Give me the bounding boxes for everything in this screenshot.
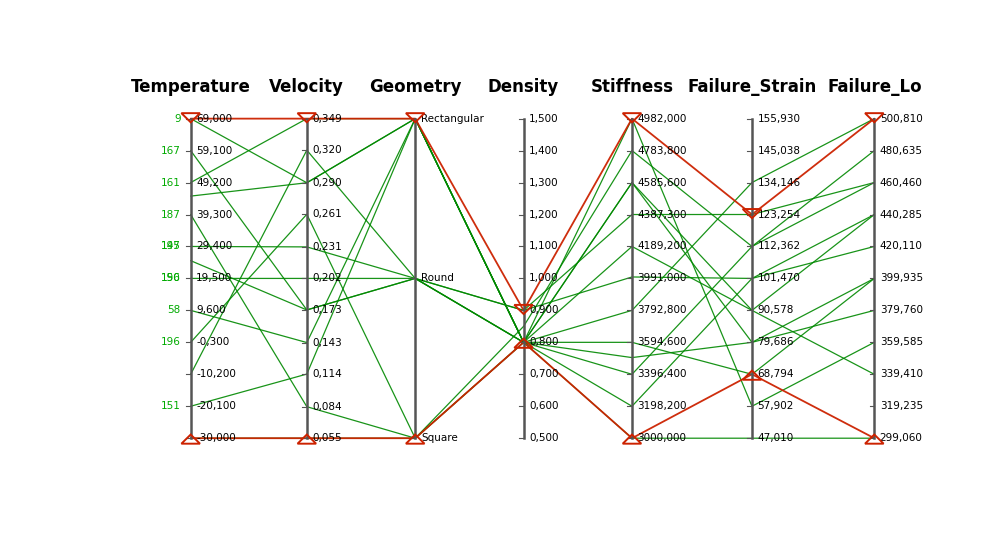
Text: 69,000: 69,000: [196, 114, 232, 123]
Text: -20,100: -20,100: [196, 401, 236, 411]
Text: 3198,200: 3198,200: [637, 401, 687, 411]
Text: Geometry: Geometry: [369, 78, 462, 96]
Text: 339,410: 339,410: [880, 369, 923, 379]
Text: 1,500: 1,500: [529, 114, 558, 123]
Text: 195: 195: [161, 241, 181, 252]
Text: 29,400: 29,400: [196, 241, 233, 252]
Text: 420,110: 420,110: [880, 241, 923, 252]
Text: 68,794: 68,794: [757, 369, 794, 379]
Text: 4982,000: 4982,000: [637, 114, 686, 123]
Text: Square: Square: [422, 433, 459, 443]
Text: 1,100: 1,100: [529, 241, 558, 252]
Text: -30,000: -30,000: [196, 433, 236, 443]
Text: Failure_Lo: Failure_Lo: [827, 78, 922, 96]
Text: 58: 58: [168, 306, 181, 315]
Text: 0,114: 0,114: [313, 369, 342, 379]
Text: 0,320: 0,320: [313, 145, 342, 155]
Text: 90,578: 90,578: [757, 306, 794, 315]
Text: -10,200: -10,200: [196, 369, 236, 379]
Text: 156: 156: [161, 273, 181, 284]
Text: 0,173: 0,173: [313, 305, 342, 315]
Text: 3594,600: 3594,600: [637, 337, 687, 347]
Text: 49,200: 49,200: [196, 177, 233, 188]
Text: 9,600: 9,600: [196, 306, 226, 315]
Text: 319,235: 319,235: [880, 401, 923, 411]
Text: 79,686: 79,686: [757, 337, 794, 347]
Text: 1,000: 1,000: [529, 273, 558, 284]
Text: 47,010: 47,010: [757, 433, 793, 443]
Text: 57,902: 57,902: [757, 401, 794, 411]
Text: Round: Round: [422, 273, 455, 284]
Text: Failure_Strain: Failure_Strain: [687, 78, 816, 96]
Text: 0,900: 0,900: [529, 306, 558, 315]
Text: 3991,000: 3991,000: [637, 273, 686, 284]
Text: 1,400: 1,400: [529, 146, 558, 156]
Text: 167: 167: [161, 146, 181, 156]
Text: 4189,200: 4189,200: [637, 241, 687, 252]
Text: -0,300: -0,300: [196, 337, 230, 347]
Text: 151: 151: [161, 401, 181, 411]
Text: 0,349: 0,349: [313, 114, 342, 123]
Text: 39,300: 39,300: [196, 210, 233, 219]
Text: 440,285: 440,285: [880, 210, 923, 219]
Text: 196: 196: [161, 337, 181, 347]
Text: 4783,800: 4783,800: [637, 146, 687, 156]
Text: 0,084: 0,084: [313, 402, 342, 412]
Text: 0,261: 0,261: [313, 209, 342, 219]
Text: Temperature: Temperature: [131, 78, 251, 96]
Text: 187: 187: [161, 210, 181, 219]
Text: 500,810: 500,810: [880, 114, 922, 123]
Text: 19,500: 19,500: [196, 273, 233, 284]
Text: 0,700: 0,700: [529, 369, 558, 379]
Text: 0,500: 0,500: [529, 433, 558, 443]
Text: 1,300: 1,300: [529, 177, 558, 188]
Text: 3000,000: 3000,000: [637, 433, 686, 443]
Text: 0,202: 0,202: [313, 273, 342, 284]
Text: 1,200: 1,200: [529, 210, 558, 219]
Text: Density: Density: [488, 78, 559, 96]
Text: 4387,300: 4387,300: [637, 210, 687, 219]
Text: 155,930: 155,930: [757, 114, 800, 123]
Text: 0,231: 0,231: [313, 242, 342, 252]
Text: 0,600: 0,600: [529, 401, 558, 411]
Text: 59,100: 59,100: [196, 146, 233, 156]
Text: 399,935: 399,935: [880, 273, 923, 284]
Text: Velocity: Velocity: [270, 78, 345, 96]
Text: 145,038: 145,038: [757, 146, 800, 156]
Text: Rectangular: Rectangular: [422, 114, 485, 123]
Text: 9: 9: [174, 114, 181, 123]
Text: 112,362: 112,362: [757, 241, 800, 252]
Text: 161: 161: [161, 177, 181, 188]
Text: 4585,600: 4585,600: [637, 177, 687, 188]
Text: 101,470: 101,470: [757, 273, 800, 284]
Text: 299,060: 299,060: [880, 433, 923, 443]
Text: 359,585: 359,585: [880, 337, 923, 347]
Text: 460,460: 460,460: [880, 177, 923, 188]
Text: 480,635: 480,635: [880, 146, 923, 156]
Text: 0,055: 0,055: [313, 433, 342, 443]
Text: 134,146: 134,146: [757, 177, 800, 188]
Text: 190: 190: [161, 273, 181, 284]
Text: 0,800: 0,800: [529, 337, 558, 347]
Text: 123,254: 123,254: [757, 210, 800, 219]
Text: 3396,400: 3396,400: [637, 369, 687, 379]
Text: 3792,800: 3792,800: [637, 306, 687, 315]
Text: 0,290: 0,290: [313, 178, 342, 188]
Text: 0,143: 0,143: [313, 337, 342, 348]
Text: Stiffness: Stiffness: [590, 78, 673, 96]
Text: 379,760: 379,760: [880, 306, 923, 315]
Text: 147: 147: [161, 241, 181, 252]
